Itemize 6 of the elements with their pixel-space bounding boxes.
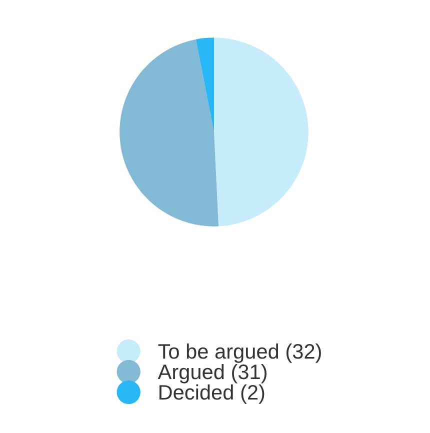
pie-slice (196, 38, 214, 132)
pie-slice (120, 39, 219, 226)
pie-slice (214, 38, 308, 226)
legend-label: Decided (2) (159, 384, 264, 404)
legend-label: To be argued (32) (158, 344, 321, 363)
legend-label: Argued (31) (158, 364, 267, 384)
